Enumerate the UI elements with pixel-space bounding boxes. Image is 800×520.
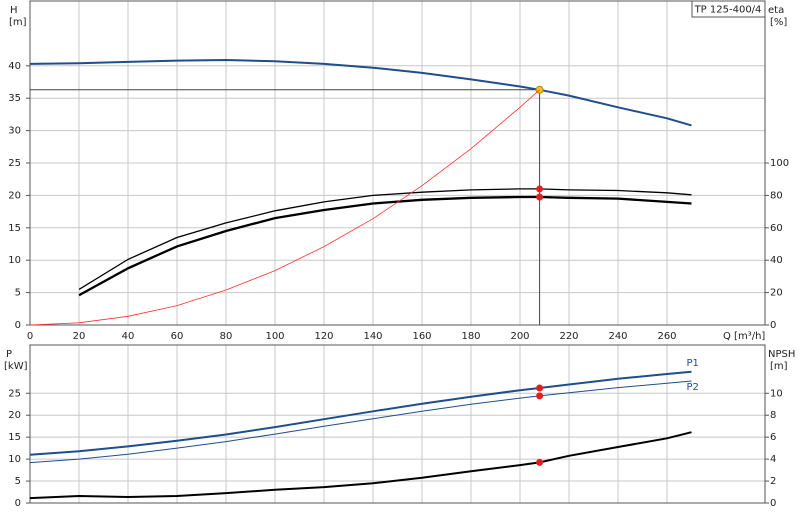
curve: [29, 89, 540, 326]
x-tick-label: 20: [73, 331, 86, 342]
y2-axis-label: NPSH: [768, 349, 795, 360]
y2-tick-label: 6: [770, 432, 776, 443]
x-tick-label: 140: [363, 331, 382, 342]
curve: [78, 195, 692, 297]
x-tick-label: 180: [461, 331, 480, 342]
duty-point: [536, 384, 544, 392]
title-box: [691, 0, 766, 18]
curve: [29, 380, 692, 464]
y2-tick-label: 4: [770, 454, 776, 465]
curve: [29, 370, 692, 456]
curve: [29, 58, 692, 127]
y2-axis-unit: [m]: [770, 361, 788, 372]
plot-frame: [29, 0, 766, 326]
y-tick-label: 25: [8, 388, 21, 399]
x-tick-label: 60: [171, 331, 184, 342]
y2-tick-label: 0: [770, 498, 776, 509]
x-tick-label: 100: [265, 331, 284, 342]
y2-tick-label: 100: [770, 158, 789, 169]
y-tick-label: 15: [8, 432, 21, 443]
y-tick-label: 0: [15, 320, 21, 331]
plot-frame: [29, 344, 766, 504]
curve: [78, 188, 692, 290]
curve: [29, 431, 692, 500]
y-tick-label: 20: [8, 190, 21, 201]
y2-tick-label: 8: [770, 410, 776, 421]
y2-tick-label: 40: [770, 255, 783, 266]
duty-point: [536, 458, 544, 466]
series-label: P2: [687, 382, 699, 393]
y-axis-label: P: [6, 349, 12, 360]
y-tick-label: 5: [15, 476, 21, 487]
y-tick-label: 30: [8, 126, 21, 137]
y-tick-label: 15: [8, 223, 21, 234]
y2-tick-label: 0: [770, 320, 776, 331]
y-axis-unit: [kW]: [4, 361, 28, 372]
y-tick-label: 5: [15, 288, 21, 299]
y2-tick-label: 60: [770, 223, 783, 234]
chart-title: TP 125-400/4: [694, 5, 762, 16]
series-label: P1: [687, 358, 699, 369]
y-tick-label: 35: [8, 93, 21, 104]
y-tick-label: 0: [15, 498, 21, 509]
x-tick-label: 0: [27, 331, 33, 342]
x-axis-label: Q [m³/h]: [723, 331, 765, 342]
y-tick-label: 40: [8, 61, 21, 72]
x-tick-label: 260: [657, 331, 676, 342]
x-tick-label: 80: [220, 331, 233, 342]
x-tick-label: 240: [608, 331, 627, 342]
x-tick-label: 220: [559, 331, 578, 342]
y2-tick-label: 10: [770, 388, 783, 399]
duty-point: [536, 193, 544, 201]
y-tick-label: 10: [8, 454, 21, 465]
x-tick-label: 160: [412, 331, 431, 342]
y-tick-label: 10: [8, 255, 21, 266]
x-tick-label: 120: [314, 331, 333, 342]
y-tick-label: 20: [8, 410, 21, 421]
y-axis-label: H: [10, 5, 18, 16]
y2-tick-label: 20: [770, 288, 783, 299]
x-tick-label: 200: [510, 331, 529, 342]
y2-tick-label: 2: [770, 476, 776, 487]
y-tick-label: 25: [8, 158, 21, 169]
y2-axis-unit: [%]: [770, 17, 787, 28]
y2-tick-label: 80: [770, 190, 783, 201]
y2-axis-label: eta: [768, 5, 784, 16]
duty-point: [536, 185, 544, 193]
y-axis-unit: [m]: [9, 17, 27, 28]
x-tick-label: 40: [122, 331, 135, 342]
duty-point: [536, 392, 544, 400]
